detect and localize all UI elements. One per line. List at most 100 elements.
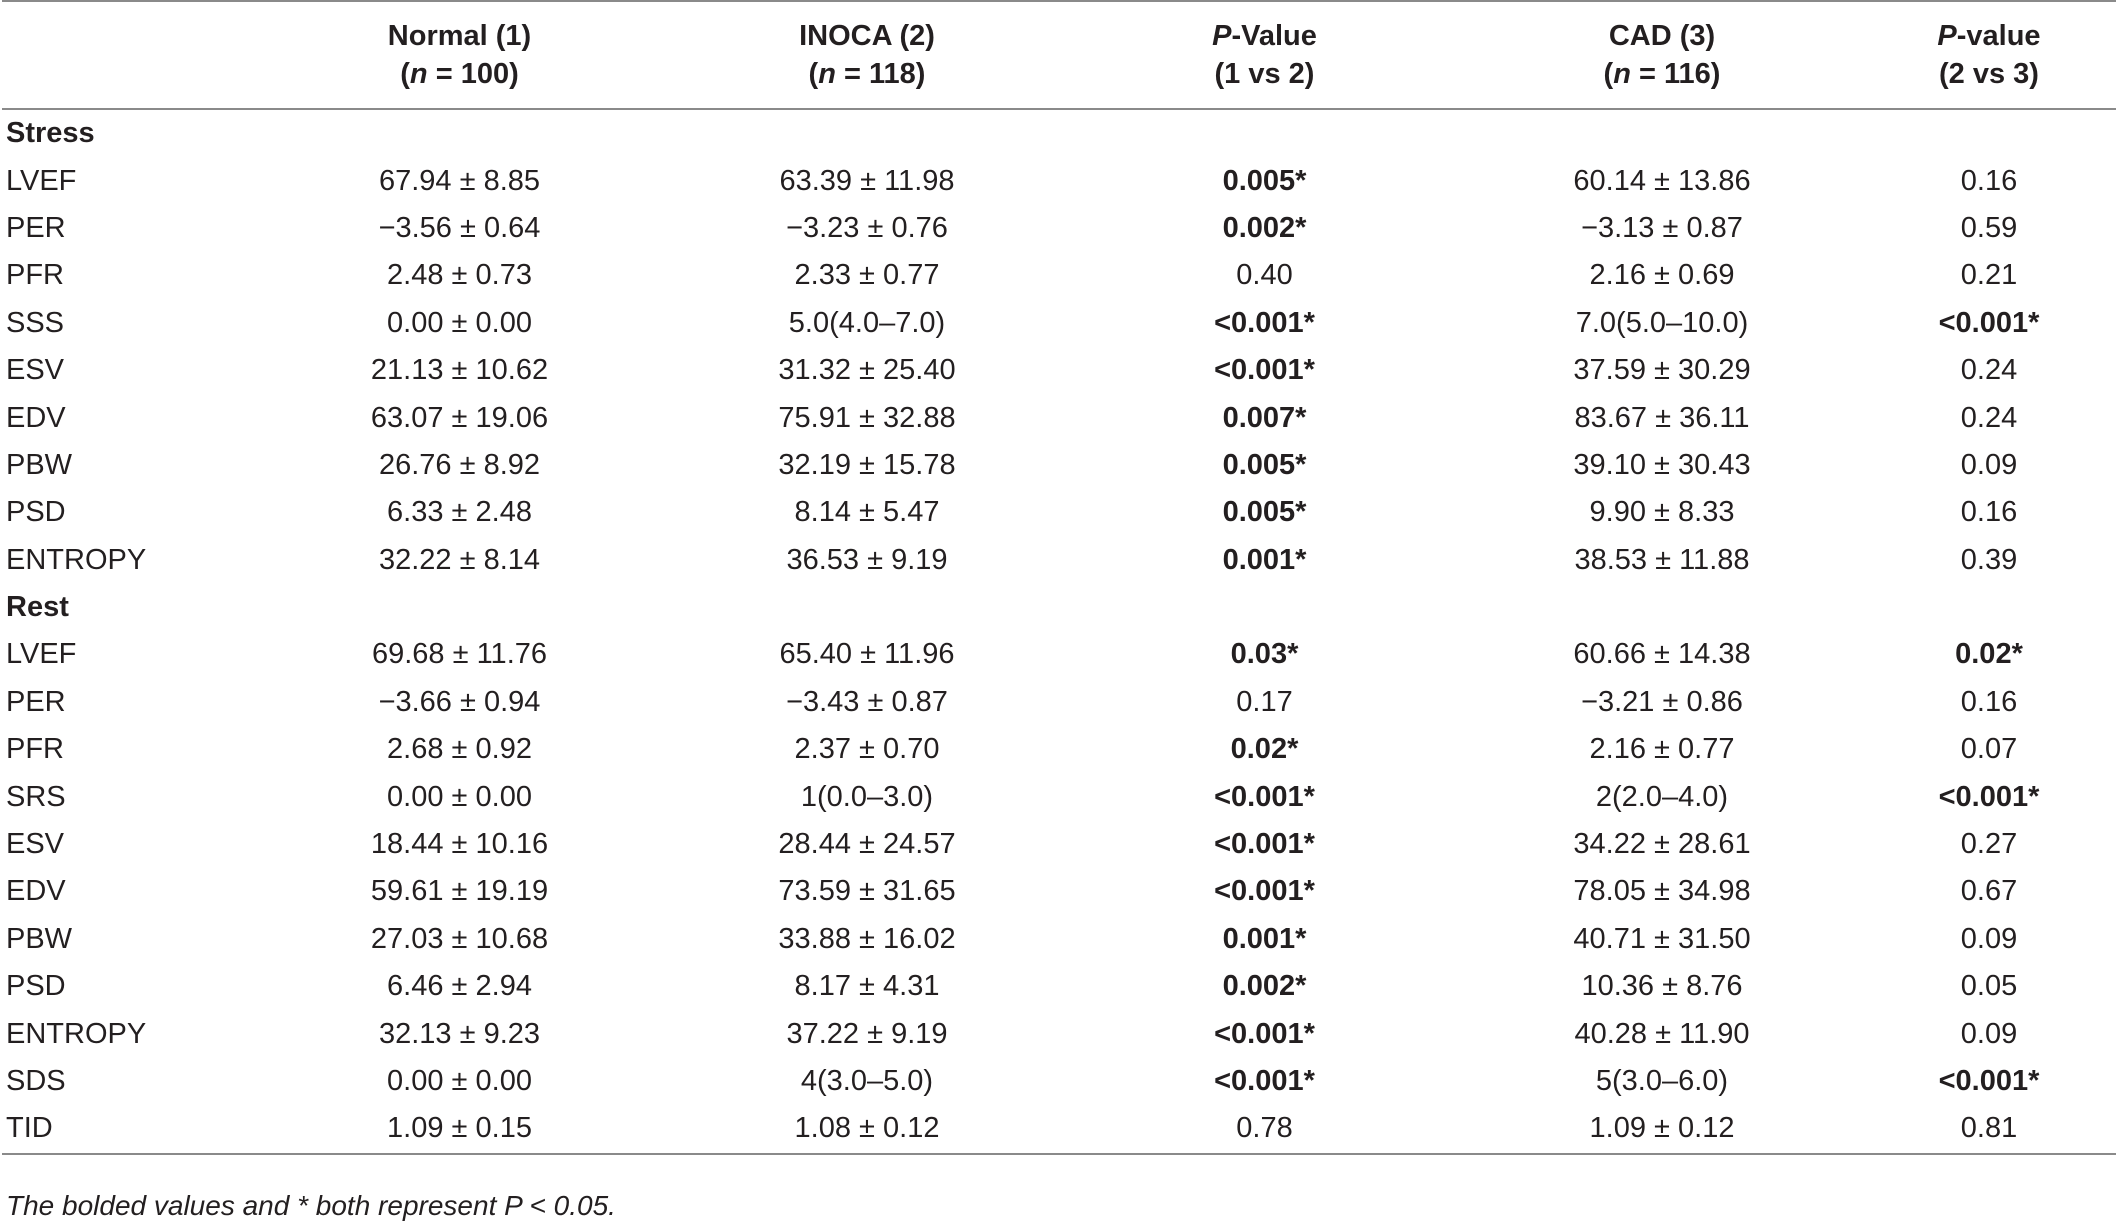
- row-label: ENTROPY: [6, 543, 147, 576]
- row-label: PSD: [6, 970, 66, 1003]
- row-label: ENTROPY: [6, 1017, 147, 1050]
- cell-cad: 2.16 ± 0.69: [1589, 259, 1735, 292]
- row-label: PFR: [6, 259, 64, 292]
- header-cad-n-symbol: n: [1613, 58, 1631, 90]
- cell-cad: 5(3.0–6.0): [1595, 1065, 1729, 1097]
- cell-pvalue-1vs2: <0.001*: [1214, 828, 1315, 861]
- header-normal: Normal (1) (n = 100): [252, 0, 667, 110]
- row-label: PSD: [6, 496, 66, 529]
- cell-normal: 26.76 ± 8.92: [378, 448, 541, 481]
- row-label: PER: [6, 211, 66, 244]
- table-row: PBW 27.03 ± 10.68 33.88 ± 16.02 0.001* 40.71…: [2, 916, 2116, 963]
- cell-cad: 34.22 ± 28.61: [1573, 828, 1751, 861]
- cell-pvalue-1vs2: 0.03*: [1230, 638, 1299, 671]
- cell-normal: −3.56 ± 0.64: [378, 211, 541, 244]
- cell-pvalue-2vs3: 0.02*: [1955, 638, 2023, 671]
- results-table: Normal (1) (n = 100) INOCA (2) (n = 118)…: [2, 0, 2116, 1155]
- cell-inoca: 1.08 ± 0.12: [667, 1105, 1067, 1155]
- header-pvalue-1vs2-comparison: (1 vs 2): [1214, 58, 1315, 90]
- table-row: ESV 21.13 ± 10.62 31.32 ± 25.40 <0.001* 37.5…: [2, 347, 2116, 394]
- cell-pvalue-2vs3: 0.16: [1960, 164, 2018, 197]
- cell-inoca: −3.43 ± 0.87: [786, 685, 948, 718]
- table-row: ENTROPY 32.13 ± 9.23 37.22 ± 9.19 <0.001* 40…: [2, 1010, 2116, 1057]
- cell-pvalue-2vs3: <0.001*: [1938, 306, 2040, 339]
- table-body: Stress LVEF 67.94 ± 8.85 63.39 ± 11.98 0.005…: [2, 109, 2116, 1155]
- cell-pvalue-2vs3: 0.16: [1960, 685, 2018, 718]
- cell-inoca: 1(0.0–3.0): [800, 780, 934, 813]
- cell-inoca: 2.37 ± 0.70: [794, 733, 940, 766]
- row-label: LVEF: [6, 164, 77, 197]
- cell-pvalue-2vs3: <0.001*: [1938, 1065, 2040, 1097]
- cell-normal: 32.13 ± 9.23: [378, 1017, 541, 1050]
- table-row: PSD 6.46 ± 2.94 8.17 ± 4.31 0.002* 10.36 ± 8…: [2, 963, 2116, 1010]
- cell-cad: 1.09 ± 0.12: [1462, 1105, 1862, 1155]
- header-cad-n-open: (: [1603, 58, 1614, 90]
- cell-pvalue-1vs2: <0.001*: [1214, 1017, 1315, 1050]
- section-row: Rest: [2, 584, 2116, 631]
- header-pvalue-1vs2-p: P: [1212, 20, 1232, 52]
- header-normal-n: (n = 100): [252, 55, 667, 93]
- cell-inoca: 4(3.0–5.0): [800, 1065, 934, 1097]
- header-pvalue-2vs3-title: P-value: [1862, 17, 2116, 55]
- section-title: Rest: [6, 591, 69, 624]
- cell-normal: 0.00 ± 0.00: [387, 306, 532, 339]
- table-row: SRS 0.00 ± 0.00 1(0.0–3.0) <0.001* 2(2.0–4.0…: [2, 773, 2116, 820]
- header-inoca: INOCA (2) (n = 118): [667, 0, 1067, 110]
- cell-normal: 0.00 ± 0.00: [387, 1065, 532, 1097]
- cell-pvalue-1vs2: <0.001*: [1214, 1065, 1315, 1097]
- cell-normal: 18.44 ± 10.16: [370, 828, 549, 861]
- table-row: SDS 0.00 ± 0.00 4(3.0–5.0) <0.001* 5(3.0–6.0…: [2, 1058, 2116, 1105]
- header-pvalue-2vs3-comparison: (2 vs 3): [1939, 58, 2039, 90]
- row-label: PFR: [6, 733, 64, 766]
- cell-inoca: 36.53 ± 9.19: [786, 543, 948, 576]
- cell-pvalue-2vs3: 0.16: [1960, 496, 2018, 529]
- header-pvalue-1vs2-suffix: -Value: [1231, 20, 1317, 52]
- cell-pvalue-1vs2: 0.17: [1236, 685, 1293, 718]
- cell-cad: 39.10 ± 30.43: [1573, 448, 1751, 481]
- cell-cad: 2.16 ± 0.77: [1589, 733, 1735, 766]
- cell-normal: 21.13 ± 10.62: [370, 354, 549, 387]
- cell-inoca: 73.59 ± 31.65: [778, 875, 956, 908]
- cell-normal: 0.00 ± 0.00: [387, 780, 532, 813]
- cell-inoca: 31.32 ± 25.40: [778, 354, 956, 387]
- cell-normal: 6.46 ± 2.94: [387, 970, 532, 1003]
- cell-cad: 10.36 ± 8.76: [1581, 970, 1743, 1003]
- cell-pvalue-1vs2: 0.001*: [1222, 922, 1307, 955]
- row-label: PER: [6, 685, 66, 718]
- cell-normal: 32.22 ± 8.14: [378, 543, 541, 576]
- header-inoca-n-open: (: [808, 58, 819, 90]
- table-row: SSS 0.00 ± 0.00 5.0(4.0–7.0) <0.001* 7.0(5.0…: [2, 300, 2116, 347]
- table-row: ESV 18.44 ± 10.16 28.44 ± 24.57 <0.001* 34.2…: [2, 821, 2116, 868]
- cell-pvalue-1vs2: 0.002*: [1222, 211, 1307, 244]
- results-table-container: Normal (1) (n = 100) INOCA (2) (n = 118)…: [2, 0, 2116, 1155]
- cell-normal: 67.94 ± 8.85: [378, 164, 541, 197]
- header-pvalue-1vs2: P-Value (1 vs 2): [1067, 0, 1462, 110]
- cell-pvalue-1vs2: <0.001*: [1214, 306, 1315, 339]
- cell-pvalue-1vs2: 0.005*: [1222, 448, 1307, 481]
- cell-pvalue-1vs2: 0.005*: [1222, 164, 1307, 197]
- cell-pvalue-2vs3: <0.001*: [1938, 780, 2040, 813]
- cell-cad: 60.14 ± 13.86: [1573, 164, 1751, 197]
- header-inoca-n-symbol: n: [818, 58, 836, 90]
- table-row: LVEF 67.94 ± 8.85 63.39 ± 11.98 0.005* 60.14…: [2, 157, 2116, 204]
- cell-normal: 2.48 ± 0.73: [387, 259, 532, 292]
- cell-normal: 27.03 ± 10.68: [370, 922, 549, 955]
- cell-pvalue-1vs2: 0.005*: [1222, 496, 1307, 529]
- cell-inoca: 63.39 ± 11.98: [779, 164, 955, 197]
- cell-pvalue-2vs3: 0.27: [1960, 828, 2018, 861]
- cell-pvalue-2vs3: 0.67: [1960, 875, 2018, 908]
- table-row: PFR 2.48 ± 0.73 2.33 ± 0.77 0.40 2.16 ± 0.69…: [2, 252, 2116, 299]
- cell-inoca: 5.0(4.0–7.0): [788, 306, 946, 339]
- cell-pvalue-2vs3: 0.09: [1960, 448, 2018, 481]
- cell-normal: 1.09 ± 0.15: [252, 1105, 667, 1155]
- cell-inoca: 75.91 ± 32.88: [778, 401, 956, 434]
- cell-cad: 83.67 ± 36.11: [1574, 401, 1750, 434]
- header-inoca-n: (n = 118): [667, 55, 1067, 93]
- header-inoca-n-value: = 118): [835, 58, 926, 90]
- header-pvalue-2vs3-p: P: [1937, 20, 1957, 52]
- table-header: Normal (1) (n = 100) INOCA (2) (n = 118)…: [2, 0, 2116, 110]
- cell-pvalue-1vs2: <0.001*: [1214, 875, 1315, 908]
- cell-cad: 60.66 ± 14.38: [1573, 638, 1751, 671]
- row-label: SDS: [6, 1065, 66, 1097]
- cell-normal: −3.66 ± 0.94: [378, 685, 541, 718]
